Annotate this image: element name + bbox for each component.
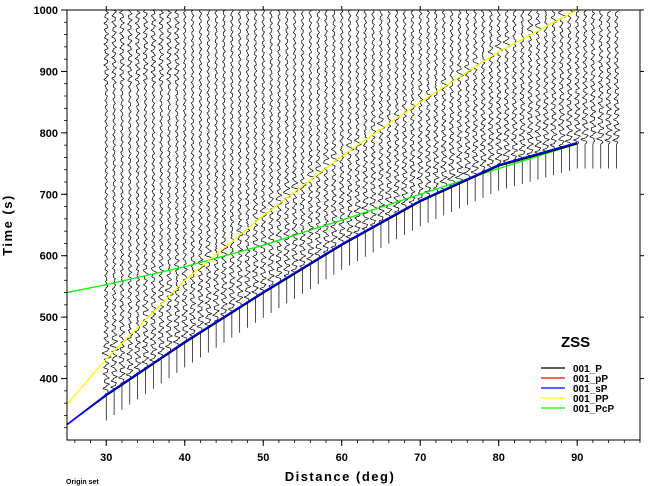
- seismogram-trace: [424, 10, 432, 223]
- seismogram-trace: [479, 10, 487, 198]
- seismogram-trace: [337, 10, 346, 270]
- seismogram-trace: [314, 10, 324, 285]
- x-tick-label: 70: [414, 452, 426, 464]
- x-tick-label: 60: [336, 452, 348, 464]
- seismogram-trace: [447, 10, 456, 212]
- seismogram-trace: [432, 10, 440, 220]
- seismogram-trace: [196, 10, 205, 358]
- seismogram-trace: [487, 10, 495, 195]
- seismogram-trace: [109, 10, 120, 416]
- seismogram-trace: [283, 10, 291, 304]
- seismogram-trace: [369, 10, 378, 253]
- y-axis-label: Time (s): [0, 194, 15, 256]
- seismogram-trace: [235, 10, 244, 333]
- seismogram-trace: [220, 9, 229, 343]
- seismogram-trace: [612, 10, 621, 169]
- seismogram-trace: [148, 10, 158, 389]
- seismogram-trace: [251, 10, 260, 323]
- seismogram-trace: [133, 10, 142, 400]
- seismogram-trace: [126, 9, 134, 405]
- seismogram-trace: [604, 10, 613, 169]
- legend-title: ZSS: [561, 334, 590, 351]
- seismogram-trace: [470, 10, 480, 202]
- seismogram-trace: [212, 10, 220, 348]
- seismogram-trace: [401, 9, 409, 235]
- seismogram-trace: [517, 10, 526, 184]
- seismogram-trace: [526, 10, 534, 182]
- seismogram-trace: [181, 10, 189, 368]
- seismogram-trace: [188, 9, 197, 363]
- seismogram-trace: [596, 10, 605, 169]
- x-axis: 30 40 50 60 70 80 90: [74, 6, 641, 464]
- seismogram-trace: [227, 10, 236, 338]
- seismogram-trace: [589, 10, 597, 169]
- seismogram-trace: [462, 10, 472, 205]
- seismogram-trace: [510, 10, 519, 187]
- legend-label: 001_PP: [573, 394, 609, 405]
- seismogram-trace: [384, 10, 395, 244]
- legend-label: 001_P: [573, 364, 602, 375]
- seismogram-trace: [244, 10, 252, 328]
- series-line-001-pp: [66, 142, 578, 426]
- x-tick-label: 90: [571, 452, 583, 464]
- y-tick-label: 700: [40, 189, 58, 201]
- y-tick-label: 900: [40, 66, 58, 78]
- seismogram-trace: [141, 10, 150, 394]
- y-tick-label: 400: [40, 374, 58, 386]
- seismogram-trace: [267, 10, 275, 313]
- seismogram-trace: [502, 10, 511, 189]
- seismogram-trace: [298, 10, 307, 294]
- x-axis-label: Distance (deg): [285, 469, 396, 484]
- y-tick-label: 1000: [34, 5, 58, 17]
- seismogram-trace: [580, 10, 589, 169]
- seismogram-trace: [330, 10, 339, 275]
- seismogram-trace: [557, 10, 567, 173]
- seismogram-trace: [275, 10, 283, 309]
- y-tick-label: 800: [40, 128, 58, 140]
- seismogram-trace: [172, 10, 181, 373]
- series-line-001-p: [66, 143, 578, 426]
- series-line-001-pcp: [66, 143, 578, 294]
- origin-note: Origin set: [66, 479, 99, 486]
- seismogram-trace: [549, 10, 558, 176]
- phase-curves: [66, 9, 578, 426]
- seismogram-trace: [360, 10, 370, 257]
- seismogram-trace: [322, 10, 331, 280]
- seismogram-trace: [306, 10, 315, 290]
- seismogram-trace: [118, 10, 126, 410]
- plot-frame: [66, 9, 641, 441]
- seismogram-trace: [534, 10, 543, 180]
- x-tick-label: 80: [493, 452, 505, 464]
- legend-label: 001_sP: [573, 384, 608, 395]
- seismogram-trace: [416, 10, 424, 227]
- seismogram-traces: [101, 9, 621, 421]
- x-tick-label: 30: [100, 452, 112, 464]
- seismogram-trace: [204, 10, 213, 353]
- seismogram-trace: [408, 9, 416, 231]
- seismogram-trace: [259, 10, 267, 318]
- series-line-001-sp: [66, 141, 578, 426]
- seismogram-trace: [573, 10, 581, 169]
- legend-label: 001_pP: [573, 374, 608, 385]
- seismogram-trace: [494, 10, 503, 191]
- y-tick-label: 500: [40, 312, 58, 324]
- seismogram-trace: [345, 10, 355, 266]
- seismogram-trace: [290, 10, 299, 299]
- series-line-001-pp: [66, 9, 578, 405]
- seismogram-trace: [454, 10, 464, 209]
- legend-label: 001_PcP: [573, 404, 614, 415]
- seismogram-trace: [157, 10, 166, 384]
- seismogram-trace: [542, 10, 551, 178]
- y-axis: 400 500 600 700 800 900 1000: [34, 5, 644, 429]
- y-tick-label: 600: [40, 251, 58, 263]
- seismogram-trace: [164, 10, 174, 379]
- seismogram-trace: [439, 10, 448, 216]
- seismogram-trace: [392, 9, 401, 240]
- x-tick-label: 50: [257, 452, 269, 464]
- seismogram-trace: [353, 10, 362, 262]
- x-tick-label: 40: [179, 452, 191, 464]
- seismogram-trace: [101, 10, 112, 421]
